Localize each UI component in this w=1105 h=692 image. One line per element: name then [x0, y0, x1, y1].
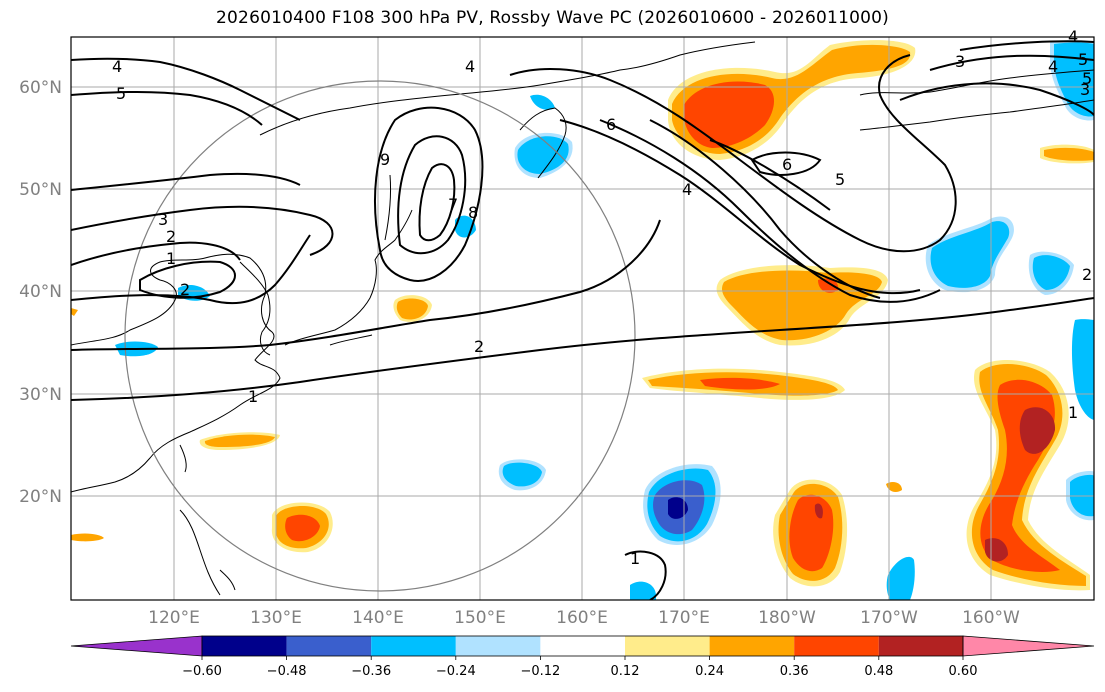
coastline-siberia [259, 41, 756, 136]
contour-label: 6 [782, 155, 792, 174]
colorbar-bin [709, 636, 795, 656]
lon-label-160e: 160°E [556, 608, 608, 628]
contour-label: 1 [166, 249, 176, 268]
colorbar-tick-label: −0.24 [436, 664, 476, 679]
lon-label-170w: 170°W [860, 608, 918, 628]
colorbar-bin [286, 636, 372, 656]
colorbar: −0.60 −0.48 −0.36 −0.24 −0.12 0.12 0.24 … [70, 635, 1095, 679]
lat-label-20n: 20°N [19, 487, 62, 507]
contour-label: 1 [248, 387, 258, 406]
pv-contour-1-south [71, 297, 1094, 401]
colorbar-tick-label: 0.36 [780, 664, 809, 679]
contour-label: 2 [474, 337, 484, 356]
lon-label-180w: 180°W [758, 608, 816, 628]
contour-label: 5 [116, 84, 126, 103]
lat-label-30n: 30°N [19, 385, 62, 405]
great-circle-outline [124, 80, 636, 592]
contour-label: 6 [606, 115, 616, 134]
colorbar-tick-label: −0.60 [182, 664, 222, 679]
pv-contours [71, 40, 1094, 600]
colorbar-extend-min [70, 635, 203, 657]
contour-label: 5 [1082, 69, 1092, 88]
pv-contour-east [899, 82, 1094, 116]
figure-title: 2026010400 F108 300 hPa PV, Rossby Wave … [216, 8, 889, 28]
lon-label-130e: 130°E [250, 608, 302, 628]
map-frame [70, 36, 1095, 601]
contour-label: 5 [1078, 50, 1088, 69]
lat-label-50n: 50°N [19, 180, 62, 200]
coastline-taiwan [179, 444, 187, 473]
coastline-aleutians [859, 99, 1094, 131]
colorbar-bin [202, 636, 287, 656]
coastline-sakhalin [384, 174, 392, 241]
colorbar-extend-max [962, 635, 1095, 657]
colorbar-bin [455, 636, 541, 656]
colorbar-tick-label: −0.12 [520, 664, 560, 679]
lat-axis-labels: 60°N 50°N 40°N 30°N 20°N [19, 78, 62, 507]
coastline-korea [239, 261, 271, 356]
colorbar-bin [794, 636, 879, 656]
coastline-asia-mainland [71, 253, 281, 493]
lon-label-150e: 150°E [454, 608, 506, 628]
colorbar-tick-label: 0.12 [611, 664, 640, 679]
colorbar-bin [625, 636, 710, 656]
contour-label: 8 [468, 203, 478, 222]
contour-label: 7 [448, 195, 458, 214]
colorbar-tick-label: −0.48 [267, 664, 307, 679]
colorbar-tick-label: 0.60 [949, 664, 978, 679]
contour-label: 4 [682, 180, 692, 199]
contour-label: 2 [1082, 265, 1092, 284]
lon-label-170e: 170°E [658, 608, 710, 628]
contour-label: 1 [1068, 403, 1078, 422]
contour-label: 5 [835, 170, 845, 189]
colorbar-bin [371, 636, 456, 656]
lat-label-60n: 60°N [19, 78, 62, 98]
contour-label: 3 [1080, 80, 1090, 99]
contour-label: 3 [955, 52, 965, 71]
contour-label: 3 [158, 210, 168, 229]
lat-label-40n: 40°N [19, 282, 62, 302]
pv-contour-2-south [71, 219, 661, 351]
colorbar-bin [540, 636, 625, 656]
lon-label-160w: 160°W [962, 608, 1020, 628]
contour-label: 2 [166, 227, 176, 246]
contour-label: 9 [380, 150, 390, 169]
lon-label-140e: 140°E [352, 608, 404, 628]
colorbar-tick-label: 0.48 [864, 664, 893, 679]
pv-contour-trough [374, 106, 484, 282]
coastline-japan [284, 209, 413, 346]
lon-label-120e: 120°E [148, 608, 200, 628]
colorbar-tick-label: 0.24 [695, 664, 724, 679]
contour-label: 2 [180, 280, 190, 299]
contour-label: 4 [112, 57, 122, 76]
contour-label: 4 [1048, 57, 1058, 76]
anomaly-shading [71, 40, 1094, 600]
colorbar-bin [878, 636, 963, 656]
pv-contour-ridge [509, 54, 957, 253]
lon-axis-labels: 120°E 130°E 140°E 150°E 160°E 170°E 180°… [148, 608, 1020, 628]
colorbar-tick-label: −0.36 [351, 664, 391, 679]
contour-label: 1 [630, 549, 640, 568]
contour-label: 4 [465, 57, 475, 76]
coastline-philippines [179, 509, 221, 596]
